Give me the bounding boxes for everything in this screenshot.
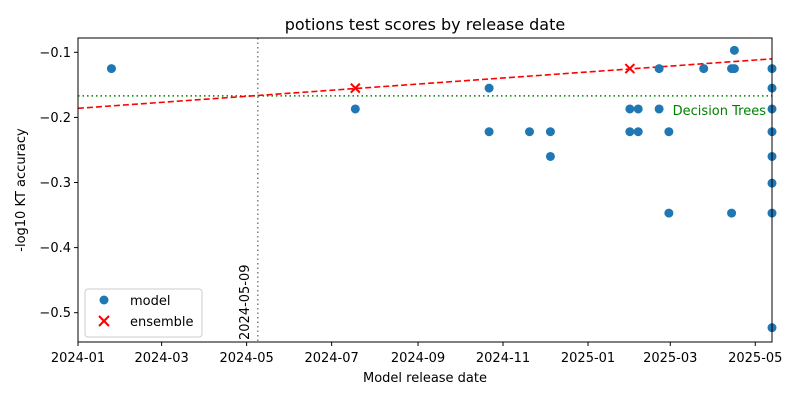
y-tick-label: −0.3 (39, 176, 71, 191)
y-tick-label: −0.1 (39, 46, 71, 61)
reference-vline-label: 2024-05-09 (238, 264, 253, 340)
legend-model-marker (99, 295, 109, 305)
x-tick-label: 2025-03 (643, 351, 697, 366)
x-tick-label: 2024-03 (134, 351, 188, 366)
y-axis-label: -log10 KT accuracy (14, 128, 29, 252)
y-tick-label: −0.2 (39, 111, 71, 126)
reference-hline-label: Decision Trees (673, 104, 767, 119)
x-tick-label: 2024-07 (304, 351, 358, 366)
legend-model-label: model (130, 294, 170, 309)
model-point (625, 104, 635, 114)
plot-area: 2024-05-09 Decision Trees (78, 38, 777, 342)
model-point (699, 64, 709, 74)
y-tick-label: −0.5 (39, 306, 71, 321)
x-tick-label: 2024-11 (476, 351, 530, 366)
model-point (654, 64, 664, 74)
axis-ticks: 2024-01 2024-03 2024-05 2024-07 2024-09 2024-… (39, 46, 782, 366)
ensemble-point (624, 63, 636, 74)
model-point (106, 64, 116, 74)
model-point (633, 127, 643, 137)
model-point (664, 127, 674, 137)
model-point (729, 45, 739, 55)
model-point (654, 104, 664, 114)
y-tick-label: −0.4 (39, 241, 71, 256)
model-point (525, 127, 535, 137)
x-tick-label: 2024-09 (391, 351, 445, 366)
model-point (633, 104, 643, 114)
legend-box (84, 288, 203, 338)
ensemble-point-stroke (350, 82, 361, 94)
x-axis-label: Model release date (363, 371, 487, 386)
legend-ensemble-label: ensemble (130, 315, 194, 330)
model-point (625, 127, 635, 137)
legend: model ensemble (84, 288, 203, 338)
x-tick-label: 2024-01 (51, 351, 105, 366)
x-tick-label: 2025-05 (728, 351, 782, 366)
ensemble-point (350, 82, 361, 94)
x-tick-label: 2024-05 (219, 351, 273, 366)
legend-ensemble-marker (98, 315, 110, 327)
model-point (545, 151, 555, 161)
model-point (484, 83, 494, 93)
model-point (545, 127, 555, 137)
trend-line (78, 58, 772, 110)
model-point (350, 104, 360, 114)
ensemble-point-stroke (624, 63, 636, 74)
model-point (664, 208, 674, 218)
chart-title: potions test scores by release date (285, 15, 565, 34)
x-tick-label: 2025-01 (561, 351, 615, 366)
plot-frame (77, 37, 773, 343)
model-point (729, 64, 739, 74)
model-point (727, 208, 737, 218)
model-point (484, 127, 494, 137)
